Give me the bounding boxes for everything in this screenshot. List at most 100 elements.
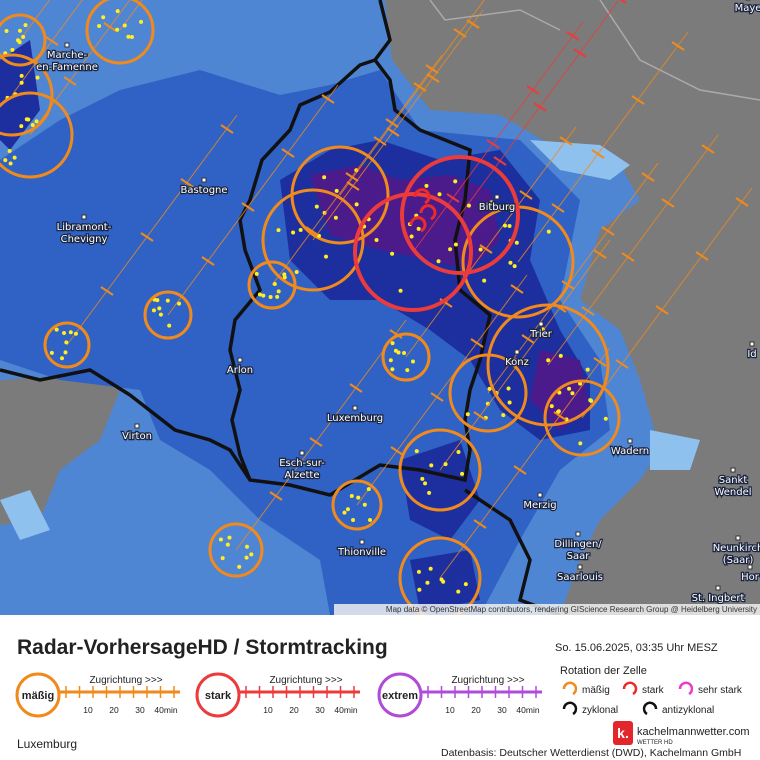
track-tick <box>386 127 400 137</box>
source: Datenbasis: Deutscher Wetterdienst (DWD)… <box>441 747 741 759</box>
track-tick <box>591 149 605 159</box>
track-tick <box>309 437 323 447</box>
lightning <box>227 535 232 540</box>
track-tick <box>486 139 500 149</box>
place-label: (Saar) <box>723 555 754 566</box>
lightning <box>115 27 120 32</box>
lightning <box>351 517 356 522</box>
lightning <box>423 481 428 486</box>
lightning <box>453 242 458 247</box>
lightning <box>60 356 65 361</box>
lightning <box>585 367 590 372</box>
place-marker <box>577 564 583 570</box>
storm-cell <box>43 321 91 369</box>
lightning <box>460 471 465 476</box>
lightning <box>578 381 583 386</box>
track-line <box>19 0 51 41</box>
place-marker <box>730 467 736 473</box>
lightning <box>30 123 35 128</box>
storm-cell <box>331 479 383 531</box>
lightning <box>167 323 172 328</box>
rotation-direction: antizyklonal <box>662 705 714 716</box>
lightning <box>405 368 410 373</box>
track-tick <box>346 181 360 191</box>
lightning <box>26 117 31 122</box>
lightning <box>502 223 507 228</box>
brand-logo-mark: k. <box>617 725 629 741</box>
storm-cell <box>398 428 482 512</box>
lightning <box>507 223 512 228</box>
place-label: Marche- <box>47 50 88 61</box>
lightning <box>425 580 430 585</box>
lightning <box>557 390 562 395</box>
rotation-title: Rotation der Zelle <box>560 665 647 677</box>
track-tick <box>430 392 444 402</box>
lightning <box>64 340 69 345</box>
lightning <box>437 192 442 197</box>
lightning <box>19 73 24 78</box>
track-tick <box>553 411 567 421</box>
track-tick <box>695 251 709 261</box>
lightning <box>487 386 492 391</box>
rotation-direction: zyklonal <box>582 705 618 716</box>
place-marker <box>749 341 755 347</box>
radar-map: Maye Marche-en-Famenne Bastogne Libramont-C… <box>0 0 760 615</box>
place-marker <box>359 539 365 545</box>
lightning <box>546 229 551 234</box>
place-label: Wendel <box>714 487 751 498</box>
storm-cell <box>353 192 473 312</box>
place-marker <box>537 492 543 498</box>
lightning <box>465 412 470 417</box>
lightning <box>282 272 287 277</box>
lightning <box>73 331 78 336</box>
lightning <box>68 330 73 335</box>
track-tick <box>581 306 595 316</box>
brand: kachelmannwetter.com <box>637 726 750 738</box>
lightning <box>463 582 468 587</box>
place-marker <box>352 405 358 411</box>
lightning <box>324 254 329 259</box>
storm-cell <box>0 53 54 137</box>
track-tick <box>631 95 645 105</box>
track-tick <box>269 491 283 501</box>
track-line <box>412 21 584 253</box>
track-tick <box>551 203 565 213</box>
place-marker <box>715 585 721 591</box>
track-line <box>11 0 83 96</box>
lightning <box>402 351 407 356</box>
lightning <box>245 544 250 549</box>
lightning <box>428 566 433 571</box>
lightning <box>489 200 494 205</box>
legend-scale-label: 30 <box>315 705 325 715</box>
track-line <box>235 319 407 551</box>
track-tick <box>201 256 215 266</box>
storm-cell <box>261 188 365 292</box>
lightning <box>356 495 361 500</box>
track-line <box>581 187 753 419</box>
lightning <box>157 306 162 311</box>
place-marker <box>514 349 520 355</box>
legend-cell <box>15 672 61 718</box>
lightning <box>410 359 415 364</box>
legend: Radar-VorhersageHD / Stormtracking So. 1… <box>15 636 750 759</box>
lightning <box>501 413 506 418</box>
lightning <box>414 449 419 454</box>
place-marker <box>575 531 581 537</box>
track-tick <box>573 48 587 58</box>
track-tick <box>470 338 484 348</box>
lightning <box>237 564 242 569</box>
lightning <box>349 493 354 498</box>
lightning <box>388 358 393 363</box>
lightning <box>362 502 367 507</box>
lightning <box>126 34 131 39</box>
track-tick <box>526 85 540 95</box>
lightning <box>558 353 563 358</box>
rotation-icon <box>562 701 578 716</box>
place-label: Chevigny <box>61 234 108 245</box>
place-label: Alzette <box>284 470 319 481</box>
lightning <box>390 251 395 256</box>
lightning <box>151 308 156 313</box>
lightning <box>268 294 273 299</box>
storm-cell <box>381 332 431 382</box>
